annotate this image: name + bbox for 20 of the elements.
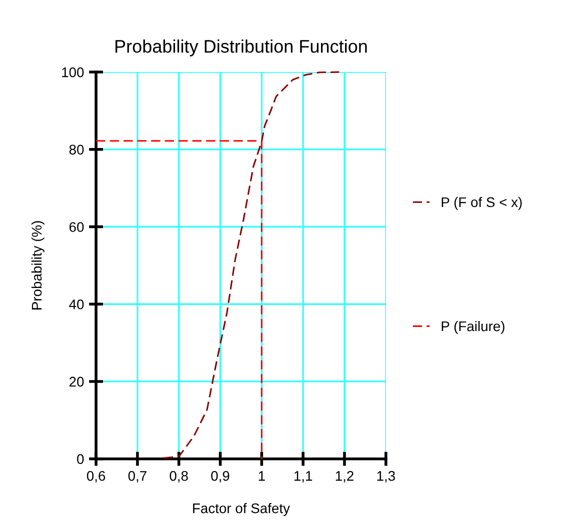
y-tick-label: 0 <box>77 454 84 464</box>
x-tick-label: 0,6 <box>86 471 106 482</box>
x-tick-label: 1,3 <box>377 471 395 482</box>
legend-label: P (F of S < x) <box>442 196 522 210</box>
chart-title: Probability Distribution Function <box>116 40 367 56</box>
x-tick-label: 1,1 <box>294 471 312 482</box>
y-tick-label: 60 <box>70 222 84 232</box>
legend-label: P (Failure) <box>442 320 504 334</box>
x-tick-label: 1,2 <box>336 471 354 482</box>
x-tick-label: 1 <box>258 471 265 481</box>
x-axis-title: Factor of Safety <box>193 503 290 516</box>
x-tick-label: 0,8 <box>170 471 188 482</box>
line-series <box>163 71 340 459</box>
y-tick-label: 80 <box>69 144 84 155</box>
x-tick-label: 0,9 <box>211 471 230 482</box>
y-axis-title: Probability (%) <box>31 221 44 310</box>
y-tick-label: 40 <box>69 299 84 310</box>
x-tick-label: 0,7 <box>128 471 146 482</box>
y-tick-label: 20 <box>69 376 84 387</box>
y-tick-label: 100 <box>62 67 84 78</box>
